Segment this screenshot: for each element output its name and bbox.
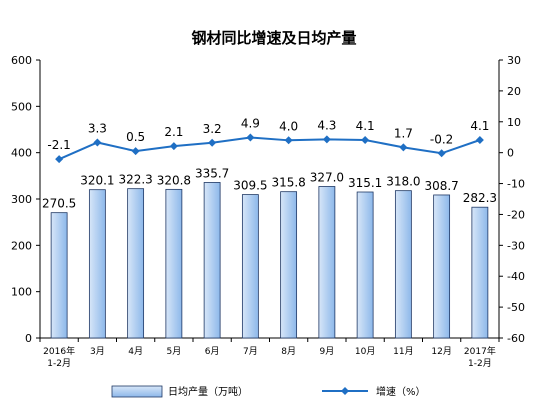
right-tick-label: -10 [507,178,525,191]
bar-value-label: 327.0 [310,170,344,184]
bar-value-label: 270.5 [42,197,76,211]
legend-line-label: 增速（%） [376,385,426,398]
bar [318,186,336,339]
left-tick-label: 500 [11,100,32,113]
x-tick-label: 8月 [281,346,296,357]
right-tick-label: -30 [507,239,525,252]
growth-line [58,136,481,161]
bar [280,191,298,339]
bar-value-label: 318.0 [386,175,420,189]
legend: 日均产量（万吨） 增速（%） [111,385,426,398]
bar [471,206,489,339]
growth-marker [284,136,293,145]
legend-line-marker [341,387,349,395]
bar-value-label: 282.3 [463,191,497,205]
x-tick-label: 11月 [393,346,413,357]
right-tick-label: 10 [507,116,521,129]
x-tick-label: 4月 [128,346,143,357]
growth-value-label: 4.9 [241,117,260,131]
growth-value-label: 2.1 [164,125,183,139]
right-tick-label: 20 [507,85,521,98]
left-tick-label: 0 [25,332,32,345]
growth-marker [399,143,408,152]
bar [433,194,451,339]
bar-value-label: 320.8 [157,173,191,187]
bar-value-label: 320.1 [80,174,114,188]
plot-area: 0 100 200 300 400 500 600 -60 -50 -40 -30 -20 -10 0 10… [11,54,525,369]
bar-value-label: 315.8 [271,176,305,190]
growth-marker [93,138,102,147]
x-tick-label: 5月 [167,346,182,357]
growth-value-label: -2.1 [47,138,70,152]
growth-marker [169,142,178,151]
growth-marker [475,136,484,145]
left-tick-label: 300 [11,193,32,206]
growth-marker [361,136,370,145]
growth-value-label: -0.2 [430,132,453,146]
bar [394,190,412,339]
growth-marker [322,135,331,144]
bar [165,188,183,339]
growth-value-label: 4.1 [356,119,375,133]
right-tick-label: 0 [507,147,514,160]
x-tick-label: 6月 [205,346,220,357]
growth-value-label: 4.0 [279,119,298,133]
growth-value-label: 4.3 [317,118,336,132]
right-tick-label: -60 [507,332,525,345]
bar [241,194,259,339]
legend-bar-swatch [111,385,163,398]
bar [88,189,106,339]
bar [127,188,145,339]
left-tick-label: 200 [11,239,32,252]
bar-value-label: 335.7 [195,166,229,180]
bar-value-label: 309.5 [233,179,267,193]
left-tick-label: 100 [11,286,32,299]
right-tick-label: -40 [507,270,525,283]
growth-marker [246,133,255,142]
x-tick-label: 12月 [431,346,451,357]
right-tick-label: 30 [507,54,521,67]
bar-value-label: 315.1 [348,176,382,190]
right-tick-label: -20 [507,208,525,221]
bar [50,212,68,339]
bar [356,191,374,339]
bar [203,182,221,339]
growth-value-label: 3.3 [88,121,107,135]
right-tick-label: -50 [507,301,525,314]
bar-value-label: 322.3 [118,173,152,187]
growth-value-label: 3.2 [203,122,222,136]
x-tick-label: 10月 [355,346,375,357]
growth-value-label: 0.5 [126,130,145,144]
growth-value-label: 1.7 [394,126,413,140]
left-tick-label: 600 [11,54,32,67]
legend-bar-label: 日均产量（万吨） [168,385,248,398]
x-tick-label: 9月 [320,346,335,357]
left-tick-label: 400 [11,147,32,160]
growth-value-label: 4.1 [470,119,489,133]
growth-marker [131,147,140,156]
x-tick-label: 7月 [243,346,258,357]
bar-value-label: 308.7 [424,179,458,193]
growth-marker [208,138,217,147]
growth-marker [437,149,446,158]
x-tick-label: 3月 [90,346,105,357]
x-tick-label: 2017年 1-2月 [464,345,496,369]
growth-marker [55,155,64,164]
chart-title: 钢材同比增速及日均产量 [191,29,356,47]
x-tick-label: 2016年 1-2月 [43,345,75,369]
